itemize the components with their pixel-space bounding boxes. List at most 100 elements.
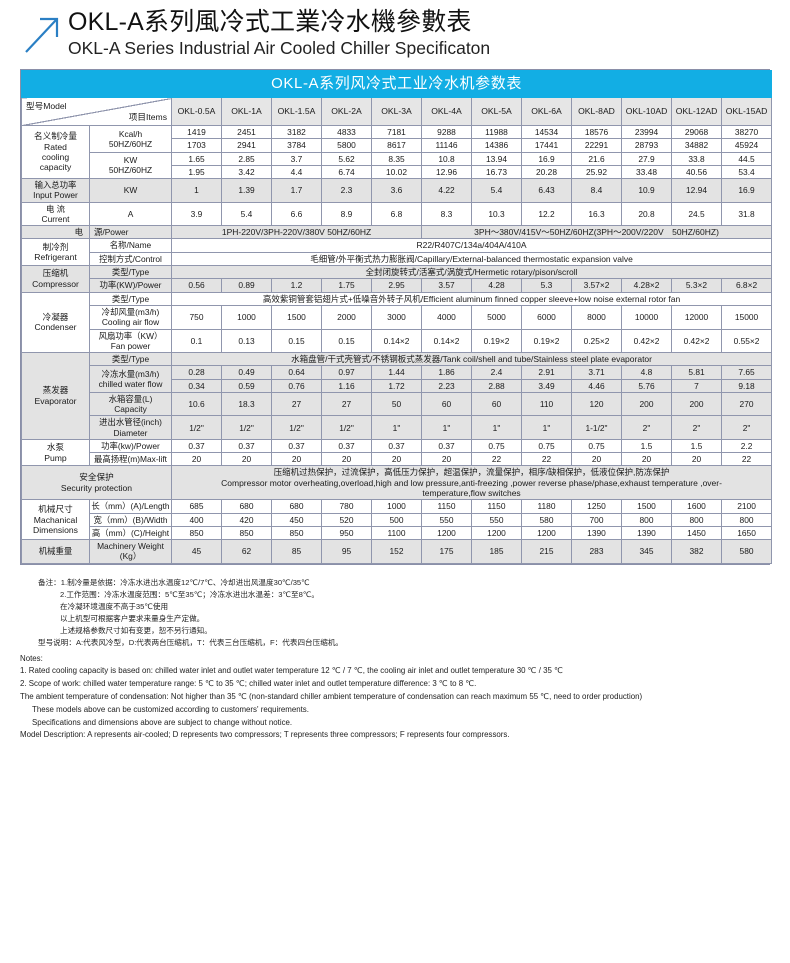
row-security-protection: 安全保护 Security protection 压缩机过热保护，过流保护，高低… <box>21 465 773 501</box>
label-compressor-power: 功率(KW)/Power <box>89 278 172 293</box>
cell-kcal60-8: 22291 <box>571 138 622 153</box>
unit-kw-line1: KW <box>123 155 138 165</box>
cell-kw60-3: 6.74 <box>321 164 372 180</box>
cell-kw60-10: 40.56 <box>671 164 722 180</box>
cell-kw50-10: 33.8 <box>671 151 722 166</box>
label-security-cn: 安全保护 <box>79 472 114 483</box>
cell-comppower-5: 3.57 <box>421 278 472 293</box>
cell-kcal60-0: 1703 <box>171 138 222 153</box>
row-kw-60hz: 1.95 3.42 4.4 6.74 10.02 12.96 16.73 20.… <box>22 164 773 180</box>
label-power-mix: 源/Power <box>89 224 172 240</box>
cell-pumppower-7: 0.75 <box>521 438 572 454</box>
cell-current-4: 6.8 <box>371 201 422 226</box>
security-line-3: temperature,flow switches <box>422 488 521 499</box>
row-refrigerant-name: 制冷剂 Refrigerant 名称/Name R22/R407C/134a/4… <box>21 238 773 267</box>
cell-length-2: 680 <box>271 499 322 514</box>
cell-weight-2: 85 <box>271 539 322 564</box>
label-condenser-type: 类型/Type <box>89 291 172 307</box>
unit-label-kcal: Kcal/h 50HZ/60HZ <box>89 125 172 153</box>
cell-height-4: 1100 <box>371 525 422 541</box>
model-header-9: OKL-10AD <box>621 97 672 126</box>
cell-pipedia-5: 1" <box>421 415 472 440</box>
value-security-protection: 压缩机过热保护，过流保护，高低压力保护，超温保护，流量保护，相序/缺相保护，低液… <box>170 465 773 501</box>
cell-kw50-6: 13.94 <box>471 151 522 166</box>
group-compressor-en: Compressor <box>32 278 79 289</box>
cell-fanpower-9: 0.42×2 <box>621 328 672 354</box>
cell-tankcap-3: 27 <box>321 391 372 417</box>
label-fan-power-cn: 风扇功率（KW） <box>98 330 163 341</box>
cell-pumppower-6: 0.75 <box>471 438 522 454</box>
spec-table: OKL-A系列风冷式工业冷水机参数表 型号Model 项目Items OKL-0… <box>20 70 773 564</box>
cell-height-9: 1390 <box>621 525 672 541</box>
row-kw-50hz: KW 50HZ/60HZ 1.65 2.85 3.7 5.62 8.35 10.… <box>22 151 773 179</box>
note-cn-1: 2.工作范围：冷冻水温度范围：5℃至35℃；冷冻水进出水温差：3℃至8℃。 <box>60 589 319 599</box>
label-weight-en2: (Kg） <box>119 551 142 562</box>
cell-airflow-7: 6000 <box>521 305 572 330</box>
cell-current-9: 20.8 <box>621 201 672 226</box>
row-pump-power: 水泵 Pump 功率(kw)/Power 0.37 0.37 0.37 0.37… <box>21 438 773 467</box>
cell-current-1: 5.4 <box>221 201 272 226</box>
cell-kcal50-1: 2451 <box>221 124 272 140</box>
label-cool-air-flow-cn: 冷却风量(m3/h) <box>101 307 160 318</box>
header-model-label: 型号Model <box>26 101 67 111</box>
page-header: OKL-A系列風冷式工業冷水機參數表 OKL-A Series Industri… <box>0 0 790 59</box>
cell-pumplift-0: 20 <box>171 452 222 467</box>
row-height: 高（mm）(C)/Height 850 850 850 950 1100 120… <box>22 525 773 541</box>
security-line-2: Compressor motor overheating,overload,hi… <box>221 477 722 488</box>
cell-kw60-7: 20.28 <box>521 164 572 180</box>
cell-inputpower-10: 12.94 <box>671 178 722 203</box>
unit-current: A <box>89 201 172 226</box>
cell-airflow-8: 8000 <box>571 305 622 330</box>
cell-kcal50-5: 9288 <box>421 124 472 140</box>
unit-kcal-line1: Kcal/h <box>118 128 143 139</box>
cell-pipedia-11: 2" <box>720 415 773 440</box>
note-cn-3: 以上机型可根据客户要求来量身生产定做。 <box>60 613 205 623</box>
group-dims-en1: Machanical <box>33 514 78 525</box>
cell-pumplift-5: 20 <box>421 452 472 467</box>
cell-fanpower-6: 0.19×2 <box>471 328 522 354</box>
cell-height-7: 1200 <box>521 525 572 541</box>
model-header-6: OKL-5A <box>471 97 522 126</box>
group-label-evaporator: 蒸发器 Evaporator <box>21 352 90 440</box>
group-label-refrigerant: 制冷剂 Refrigerant <box>21 238 90 267</box>
unit-kcal-line2: 50HZ/60HZ <box>108 138 153 149</box>
cell-tankcap-4: 50 <box>371 391 422 417</box>
cell-pipedia-9: 2" <box>621 415 672 440</box>
cell-pipedia-6: 1" <box>471 415 522 440</box>
cell-kcal50-10: 29068 <box>671 124 722 140</box>
label-pump-power: 功率(kw)/Power <box>89 438 172 454</box>
cell-width-10: 800 <box>671 512 722 527</box>
group-condenser-en: Condenser <box>34 322 77 333</box>
row-kcal-50hz: 名义制冷量 Rated cooling capacity Kcal/h 50HZ… <box>21 124 773 179</box>
cell-comppower-2: 1.2 <box>271 278 322 293</box>
cell-weight-11: 580 <box>720 539 773 564</box>
cell-kw60-8: 25.92 <box>571 164 622 180</box>
cell-kcal60-1: 2941 <box>221 138 272 153</box>
cell-kcal50-4: 7181 <box>371 124 422 140</box>
cell-height-6: 1200 <box>471 525 522 541</box>
cell-pumppower-0: 0.37 <box>171 438 222 454</box>
cell-kcal50-11: 38270 <box>720 124 773 140</box>
row-compressor-power: 功率(KW)/Power 0.56 0.89 1.2 1.75 2.95 3.5… <box>22 278 773 293</box>
label-current-cn: 电 流 <box>45 203 66 214</box>
cell-length-3: 780 <box>321 499 372 514</box>
cell-inputpower-6: 5.4 <box>471 178 522 203</box>
cell-height-3: 950 <box>321 525 372 541</box>
cell-chilled60-7: 3.49 <box>521 378 572 393</box>
group-label-pump: 水泵 Pump <box>21 438 90 467</box>
group-dims-en2: Dimensions <box>33 525 78 536</box>
cell-current-8: 16.3 <box>571 201 622 226</box>
label-cool-air-flow-en: Cooling air flow <box>101 317 160 328</box>
cell-kcal50-7: 14534 <box>521 124 572 140</box>
cell-inputpower-9: 10.9 <box>621 178 672 203</box>
cell-weight-0: 45 <box>171 539 222 564</box>
cell-height-5: 1200 <box>421 525 472 541</box>
cell-chilled50-3: 0.97 <box>321 365 372 380</box>
unit-label-kw: KW 50HZ/60HZ <box>89 151 172 179</box>
row-machinery-weight: 机械重量 Machinery Weight (Kg） 45 62 85 95 1… <box>21 539 773 564</box>
label-input-power-en: Input Power <box>33 190 78 201</box>
cell-airflow-3: 2000 <box>321 305 372 330</box>
label-fan-power: 风扇功率（KW） Fan power <box>89 328 172 354</box>
cell-kw50-1: 2.85 <box>221 151 272 166</box>
cell-kw50-2: 3.7 <box>271 151 322 166</box>
